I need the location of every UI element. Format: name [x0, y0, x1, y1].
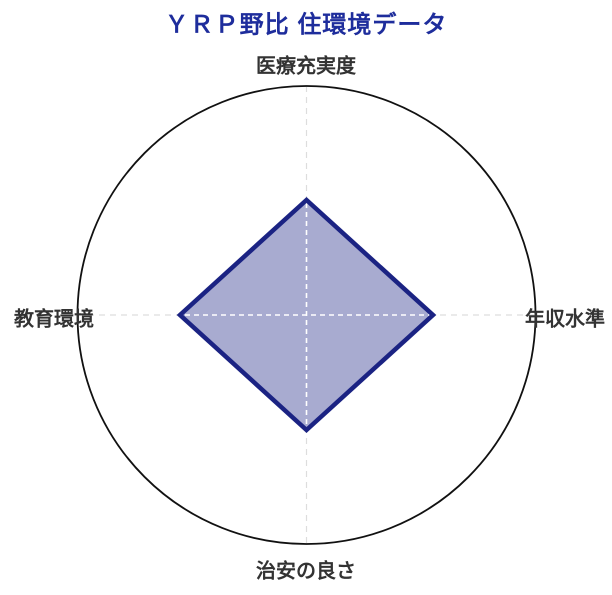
axis-label-safety: 治安の良さ	[256, 560, 356, 583]
inner-dashed-cross	[180, 200, 433, 430]
outer-circle-gridline	[76, 85, 537, 545]
axis-label-medical: 医療充実度	[256, 55, 356, 78]
axis-label-income: 年収水準	[525, 308, 605, 331]
axis-label-education: 教育環境	[14, 308, 94, 331]
radar-area-outline	[176, 196, 437, 434]
chart-title: ＹＲＰ野比 住環境データ	[164, 11, 448, 39]
